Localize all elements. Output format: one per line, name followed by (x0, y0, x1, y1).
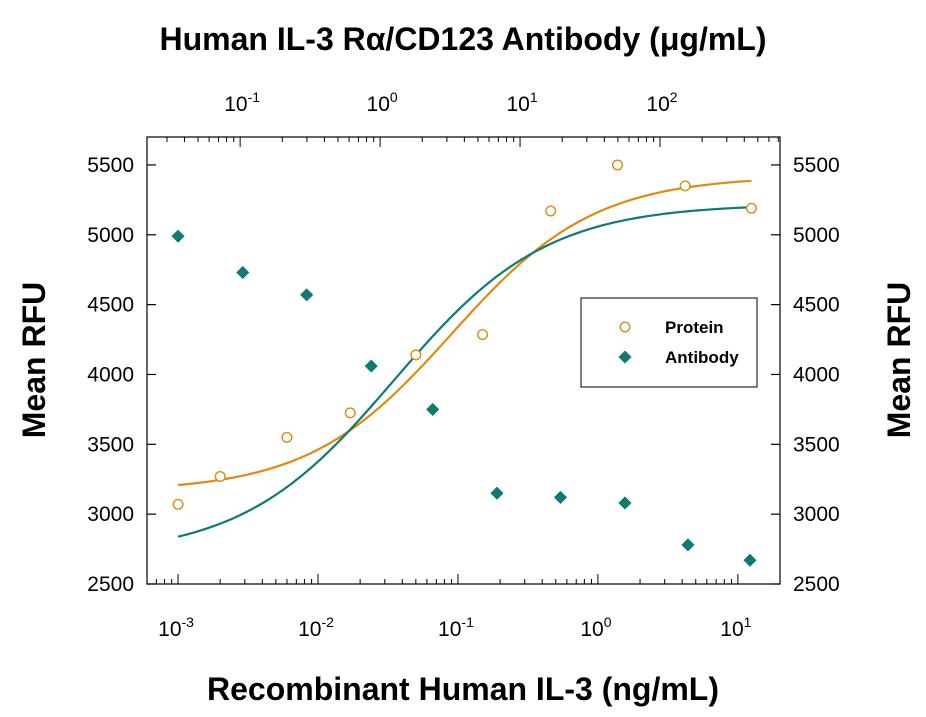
y-tick-label-right: 5000 (793, 224, 840, 247)
legend-marker-protein (619, 321, 631, 333)
point-antibody (364, 359, 378, 373)
y-tick-label-left: 3500 (87, 433, 134, 456)
x-tick-label-bottom: 10-3 (158, 614, 194, 641)
y-tick-label-right: 5500 (793, 154, 840, 177)
x-tick-label-bottom: 100 (580, 614, 611, 641)
x-tick-label-top: 100 (367, 89, 398, 116)
point-protein (281, 431, 293, 443)
point-protein (745, 202, 757, 214)
fit-curve-antibody (177, 206, 751, 538)
axis-ticks: 2500 2500 3000 3000 3500 3500 4000 4000 4500 4500… (87, 89, 839, 641)
fit-curves (177, 179, 752, 538)
point-antibody (236, 265, 250, 280)
point-antibody (681, 538, 695, 552)
chart-title: Human IL-3 Rα/CD123 Antibody (μg/mL) (160, 21, 767, 57)
x-tick-label-top: 101 (506, 89, 537, 116)
point-antibody (300, 288, 314, 302)
point-antibody (618, 496, 632, 510)
point-antibody (490, 486, 504, 500)
fit-curve-protein (177, 179, 752, 487)
legend-label-protein: Protein (665, 318, 724, 337)
x-tick-label-top: 102 (646, 89, 677, 116)
y-tick-label-left: 4000 (87, 363, 134, 386)
y-tick-label-left: 2500 (87, 573, 134, 596)
x-axis-title: Recombinant Human IL-3 (ng/mL) (207, 671, 719, 707)
y-axis-title-right: Mean RFU (881, 282, 917, 438)
point-protein (611, 159, 623, 171)
x-tick-label-bottom: 101 (720, 614, 751, 641)
data-points (171, 159, 757, 567)
point-protein (477, 329, 489, 341)
y-tick-label-left: 4500 (87, 294, 134, 317)
x-tick-label-bottom: 10-1 (438, 614, 474, 641)
point-protein (172, 498, 184, 510)
y-tick-label-left: 5500 (87, 154, 134, 177)
legend-label-antibody: Antibody (665, 348, 739, 367)
y-tick-label-right: 4000 (793, 363, 840, 386)
y-tick-label-left: 5000 (87, 224, 134, 247)
y-tick-label-left: 3000 (87, 503, 134, 526)
legend-marker-antibody (618, 350, 632, 364)
y-tick-label-right: 2500 (793, 573, 840, 596)
plot-frame (146, 136, 781, 585)
y-tick-label-right: 4500 (793, 294, 840, 317)
legend-box (580, 297, 758, 388)
x-tick-label-bottom: 10-2 (298, 614, 334, 641)
point-protein (214, 470, 226, 482)
point-antibody (553, 490, 568, 505)
y-axis-title-left: Mean RFU (16, 282, 52, 438)
point-antibody (426, 402, 440, 417)
point-protein (679, 180, 691, 192)
point-antibody (743, 553, 757, 567)
y-tick-label-right: 3000 (793, 503, 840, 526)
point-protein (410, 349, 422, 361)
legend: Protein Antibody (580, 297, 758, 388)
x-tick-label-top: 10-1 (224, 89, 260, 116)
y-tick-label-right: 3500 (793, 433, 840, 456)
point-antibody (171, 229, 185, 243)
point-protein (344, 407, 356, 419)
point-protein (545, 205, 557, 217)
